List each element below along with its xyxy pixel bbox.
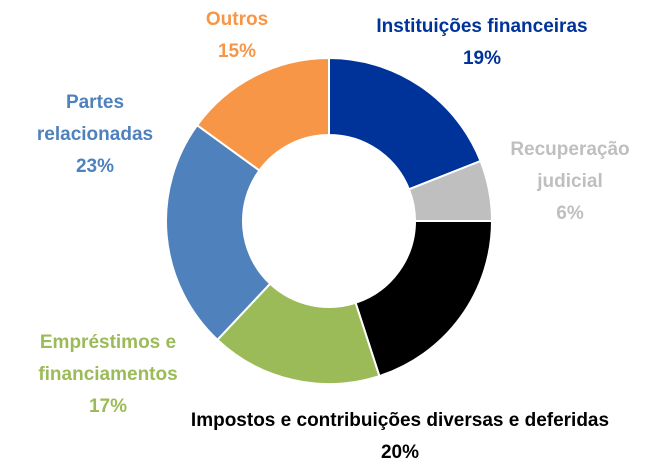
- donut-segment: [195, 56, 330, 172]
- value-label: 6%: [556, 203, 584, 224]
- category-label: Empréstimos e financiamentos: [38, 332, 178, 385]
- value-label: 20%: [380, 442, 420, 463]
- category-label: Recuperação judicial: [510, 139, 630, 192]
- category-label: Partes relacionadas: [36, 92, 154, 145]
- value-label: 15%: [217, 41, 257, 62]
- data-label: Outros 15%: [177, 4, 297, 68]
- value-label: 23%: [75, 156, 115, 177]
- value-label: 17%: [88, 396, 128, 417]
- donut-segment: [328, 56, 482, 191]
- category-label: Instituições financeiras: [376, 16, 588, 37]
- value-label: 19%: [462, 48, 502, 69]
- category-label: Impostos e contribuições diversas e defe…: [190, 410, 610, 431]
- data-label: Partes relacionadas 23%: [25, 87, 165, 183]
- donut-segment: [216, 282, 381, 385]
- data-label: Empréstimos e financiamentos 17%: [18, 327, 198, 423]
- data-label: Recuperação judicial 6%: [500, 134, 640, 230]
- data-label: Instituições financeiras 19%: [332, 11, 632, 75]
- data-label: Impostos e contribuições diversas e defe…: [120, 405, 657, 467]
- category-label: Outros: [205, 9, 269, 30]
- donut-segment: [354, 220, 494, 378]
- donut-segment: [165, 123, 272, 342]
